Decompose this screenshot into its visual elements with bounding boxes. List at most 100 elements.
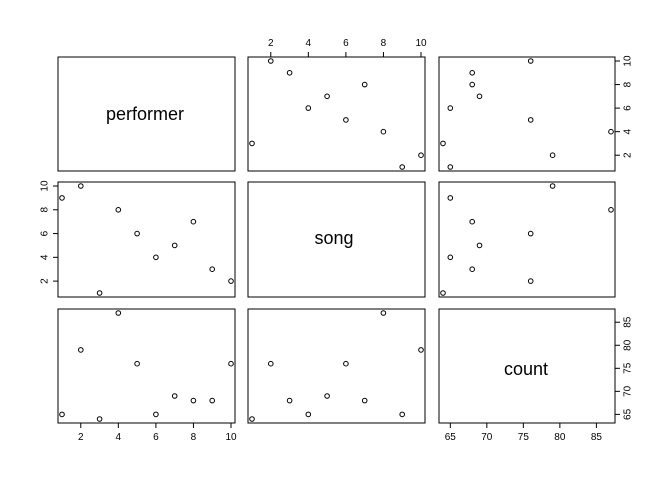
x-tick-label-bottom-performer-10: 10	[225, 432, 237, 443]
point-song-vs-performer-1	[78, 183, 84, 189]
point-song-vs-performer-5	[153, 254, 159, 261]
point-performer-vs-count-5	[447, 105, 454, 111]
y-tick-label-right-count-85: 85	[623, 316, 634, 328]
x-tick-label-bottom-count-80: 80	[554, 432, 566, 443]
panel-frame-song-performer	[57, 181, 236, 298]
x-tick-label-bottom-count-75: 75	[518, 432, 530, 443]
point-song-vs-count-2	[440, 290, 446, 296]
point-count-vs-song-8	[286, 397, 293, 404]
y-tick-label-left-song-8: 8	[40, 207, 51, 213]
point-song-vs-count-4	[527, 230, 534, 237]
point-song-vs-performer-9	[228, 278, 234, 284]
point-count-vs-song-0	[399, 411, 406, 418]
point-performer-vs-count-1	[549, 152, 556, 158]
x-tick-label-bottom-count-70: 70	[481, 432, 493, 443]
point-count-vs-performer-3	[115, 310, 122, 316]
point-count-vs-performer-9	[228, 360, 234, 367]
x-tick-label-bottom-performer-6: 6	[153, 432, 159, 443]
x-tick-label-top-song-8: 8	[381, 38, 387, 49]
var-label-count: count	[504, 359, 548, 379]
panel-frame-count-performer	[57, 308, 236, 424]
y-tick-label-right-performer-4: 4	[623, 128, 634, 134]
var-label-song: song	[314, 228, 353, 248]
x-tick-label-bottom-count-65: 65	[445, 432, 457, 443]
y-tick-label-left-song-4: 4	[40, 254, 51, 260]
point-performer-vs-song-5	[305, 105, 312, 111]
point-performer-vs-count-6	[476, 93, 483, 100]
x-tick-label-bottom-performer-2: 2	[78, 432, 84, 443]
point-performer-vs-song-6	[324, 93, 330, 100]
x-tick-label-top-song-10: 10	[415, 38, 427, 49]
point-performer-vs-count-4	[527, 117, 534, 123]
point-performer-vs-song-4	[343, 117, 349, 123]
point-performer-vs-count-2	[440, 140, 446, 147]
point-count-vs-performer-0	[59, 411, 65, 418]
point-count-vs-song-2	[249, 416, 255, 422]
point-count-vs-performer-6	[171, 393, 178, 399]
point-count-vs-performer-1	[78, 347, 84, 353]
x-tick-label-bottom-performer-8: 8	[191, 432, 197, 443]
point-performer-vs-count-9	[527, 58, 534, 64]
y-tick-label-right-performer-10: 10	[623, 55, 634, 67]
y-tick-label-right-count-70: 70	[623, 385, 634, 397]
point-performer-vs-song-8	[286, 70, 293, 76]
point-count-vs-song-9	[268, 360, 274, 367]
point-count-vs-song-3	[380, 310, 387, 316]
point-performer-vs-count-8	[469, 70, 476, 76]
panel-frame-performer-performer	[57, 56, 236, 172]
point-count-vs-song-4	[343, 360, 349, 367]
point-performer-vs-song-7	[361, 81, 368, 88]
point-song-vs-performer-6	[171, 242, 178, 249]
point-song-vs-performer-3	[115, 207, 122, 213]
x-tick-label-top-song-2: 2	[268, 38, 274, 49]
y-tick-label-right-count-65: 65	[623, 408, 634, 420]
panel-frame-performer-count	[438, 56, 616, 172]
point-song-vs-performer-2	[96, 290, 103, 296]
point-count-vs-song-5	[305, 411, 312, 418]
panel-frame-performer-song	[247, 56, 426, 172]
point-song-vs-count-8	[469, 266, 476, 273]
y-tick-label-left-song-6: 6	[40, 230, 51, 236]
y-tick-label-right-performer-6: 6	[623, 105, 634, 111]
data-points	[59, 58, 614, 422]
point-song-vs-count-1	[549, 183, 556, 189]
panel-frame-song-song	[247, 181, 426, 298]
point-performer-vs-count-7	[469, 81, 476, 88]
x-tick-label-top-song-4: 4	[306, 38, 312, 49]
point-song-vs-count-9	[527, 278, 534, 284]
y-tick-label-right-count-75: 75	[623, 362, 634, 374]
y-tick-label-right-performer-8: 8	[623, 81, 634, 87]
variable-labels: performer song count	[106, 104, 548, 379]
point-performer-vs-song-0	[399, 164, 406, 170]
point-song-vs-performer-4	[134, 230, 140, 237]
point-performer-vs-count-0	[447, 164, 454, 170]
x-tick-label-top-song-6: 6	[343, 38, 349, 49]
x-tick-label-bottom-count-85: 85	[591, 432, 603, 443]
var-label-performer: performer	[106, 104, 184, 124]
point-count-vs-song-6	[324, 393, 330, 399]
point-song-vs-count-7	[469, 218, 476, 225]
point-performer-vs-song-9	[268, 58, 274, 64]
point-count-vs-performer-4	[134, 360, 140, 367]
point-count-vs-performer-8	[209, 397, 215, 404]
point-performer-vs-song-2	[249, 140, 255, 147]
point-song-vs-count-0	[447, 195, 454, 201]
x-tick-label-bottom-performer-4: 4	[116, 432, 122, 443]
point-count-vs-song-1	[418, 347, 424, 353]
point-song-vs-count-5	[447, 254, 454, 261]
point-count-vs-performer-2	[96, 416, 103, 422]
point-performer-vs-count-3	[608, 128, 614, 135]
point-song-vs-performer-7	[190, 218, 197, 225]
point-performer-vs-song-3	[380, 128, 387, 135]
point-song-vs-count-3	[608, 207, 614, 213]
panel-frame-song-count	[438, 181, 616, 298]
y-tick-label-left-song-10: 10	[40, 180, 51, 192]
point-count-vs-performer-7	[190, 397, 197, 404]
point-count-vs-song-7	[361, 397, 368, 404]
y-tick-label-right-performer-2: 2	[623, 152, 634, 158]
point-song-vs-performer-0	[59, 195, 65, 201]
point-performer-vs-song-1	[418, 152, 424, 158]
y-tick-label-left-song-2: 2	[40, 278, 51, 284]
point-song-vs-performer-8	[209, 266, 215, 273]
